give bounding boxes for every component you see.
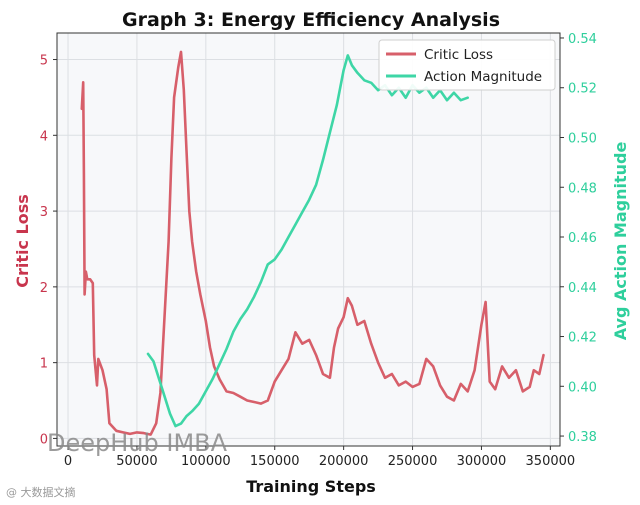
right-tick-label: 0.54 <box>568 32 597 47</box>
x-axis-ticks: 0 50000 100000 150000 200000 250000 300000 3500… <box>64 446 575 469</box>
plot-area <box>57 33 560 446</box>
legend-action-magnitude-label: Action Magnitude <box>424 69 542 85</box>
left-tick-label: 2 <box>40 281 48 296</box>
right-tick-label: 0.46 <box>568 231 597 246</box>
right-tick-label: 0.52 <box>568 82 597 97</box>
plot-frame <box>56 32 561 447</box>
x-tick-label: 50000 <box>116 454 157 469</box>
left-tick-label: 3 <box>40 205 48 220</box>
x-tick-label: 250000 <box>388 454 438 469</box>
chart-title: Graph 3: Energy Efficiency Analysis <box>122 9 500 31</box>
x-tick-label: 150000 <box>250 454 300 469</box>
left-tick-label: 5 <box>40 54 48 69</box>
legend-critic-loss-label: Critic Loss <box>424 47 493 63</box>
right-tick-label: 0.42 <box>568 331 597 346</box>
x-axis-label: Training Steps <box>246 477 376 496</box>
watermark-text: DeepHub IMBA <box>47 429 228 457</box>
critic-loss-series <box>80 50 545 436</box>
legend-box <box>378 39 556 91</box>
right-tick-label: 0.44 <box>568 281 597 296</box>
left-axis-label: Critic Loss <box>13 194 32 288</box>
legend: Critic Loss Action Magnitude <box>378 39 556 91</box>
x-tick-label: 350000 <box>526 454 576 469</box>
watermark-caption: @ 大数据文摘 <box>6 485 76 499</box>
right-tick-label: 0.50 <box>568 131 597 146</box>
right-tick-label: 0.40 <box>568 380 597 395</box>
x-tick-label: 300000 <box>457 454 507 469</box>
right-tick-label: 0.38 <box>568 430 597 445</box>
left-tick-label: 1 <box>40 357 48 372</box>
x-tick-label: 100000 <box>181 454 231 469</box>
left-axis-ticks: 0 1 2 3 4 5 <box>40 54 57 447</box>
right-axis-ticks: 0.38 0.40 0.42 0.44 0.46 0.48 0.50 0.52 0.54 <box>560 32 597 445</box>
right-tick-label: 0.48 <box>568 181 597 196</box>
right-axis-label: Avg Action Magnitude <box>611 142 630 341</box>
x-tick-label: 0 <box>64 454 72 469</box>
left-tick-label: 0 <box>40 432 48 447</box>
critic-loss-line <box>80 50 545 436</box>
x-tick-label: 200000 <box>319 454 369 469</box>
left-tick-label: 4 <box>40 129 48 144</box>
